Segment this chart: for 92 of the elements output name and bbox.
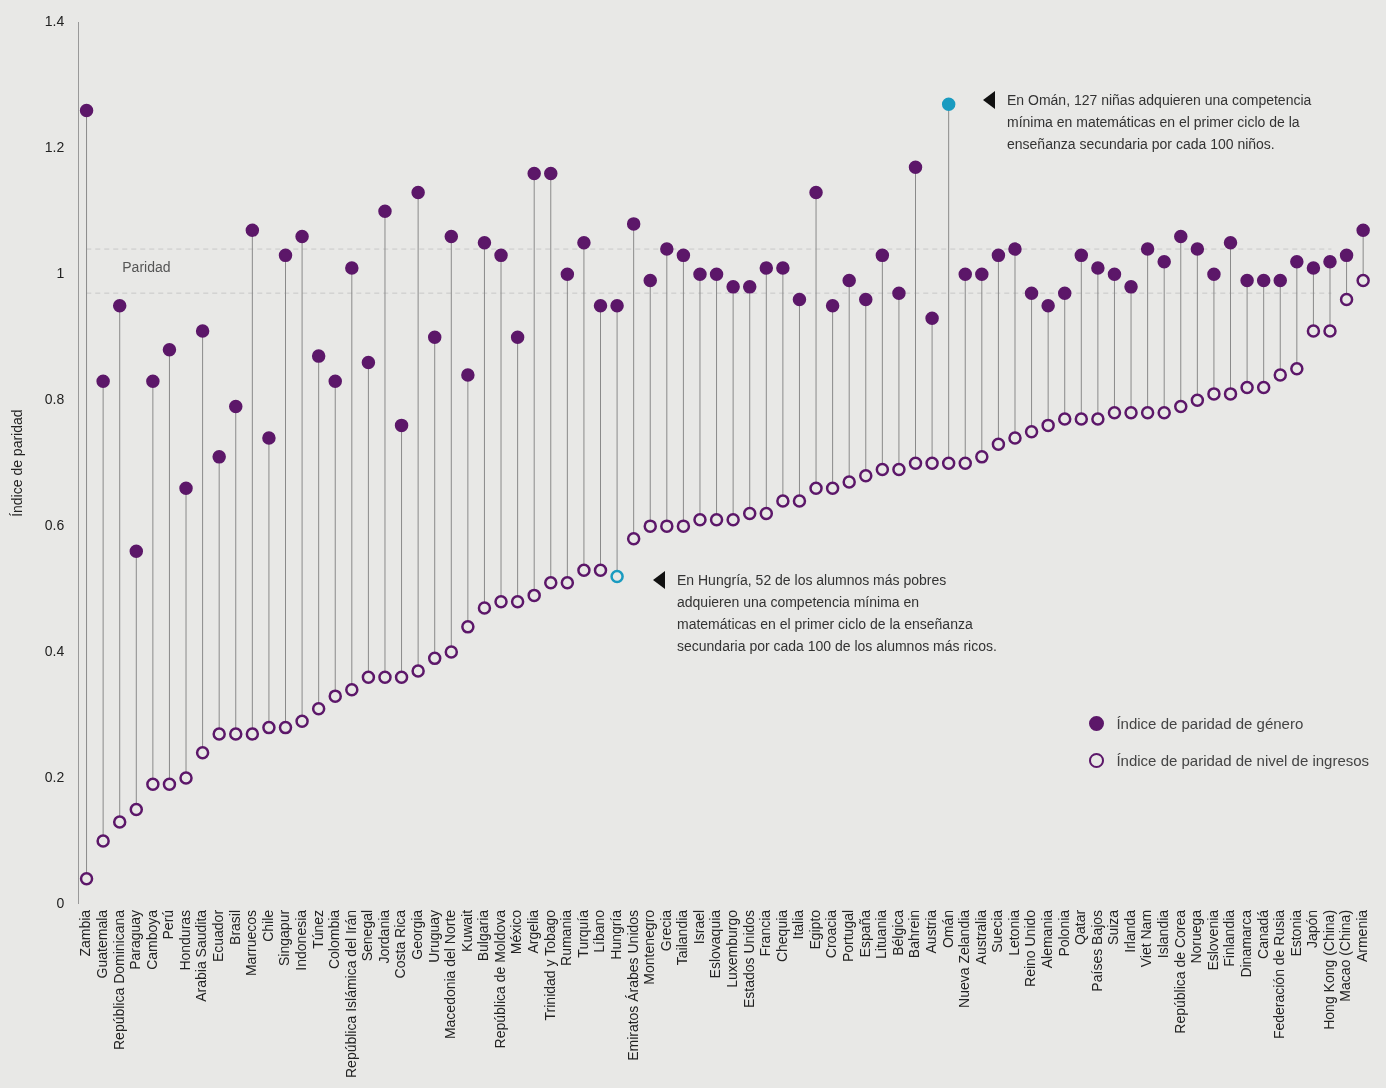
x-tick-label: Francia	[757, 909, 774, 957]
x-tick-label: Tailandia	[674, 909, 691, 966]
x-tick-label: Alemania	[1039, 909, 1055, 969]
x-tick-label: Honduras	[176, 909, 193, 971]
x-tick-label: Israel	[690, 909, 707, 945]
y-tick-label: 1	[56, 265, 65, 282]
y-tick-label: 0.4	[44, 642, 65, 659]
y-tick-label: 0	[56, 894, 65, 911]
x-tick-label: República Islámica del Irán	[342, 909, 359, 1079]
x-tick-label: Egipto	[806, 909, 823, 950]
x-tick-label: Letonia	[1005, 909, 1022, 956]
x-tick-label: Túnez	[309, 909, 326, 949]
x-tick-label: Emiratos Árabes Unidos	[624, 909, 641, 1061]
x-tick-label: Singapur	[276, 909, 293, 966]
x-tick-label: Colombia	[326, 909, 343, 970]
x-tick-label: Kuwait	[458, 909, 475, 952]
x-tick-label: Estonia	[1287, 909, 1304, 957]
x-tick-label: Jordania	[375, 909, 392, 964]
x-tick-label: Australia	[972, 909, 989, 965]
x-tick-label: España	[856, 909, 873, 958]
x-tick-label: Luxemburgo	[724, 909, 740, 988]
x-tick-label: Islandia	[1155, 909, 1172, 959]
x-tick-label: Montenegro	[641, 909, 658, 985]
legend-label: Índice de paridad de nivel de ingresos	[1116, 752, 1370, 770]
x-tick-label: Hungría	[607, 909, 624, 960]
x-tick-label: Reino Unido	[1022, 909, 1039, 987]
x-tick-label: Uruguay	[425, 909, 442, 963]
x-tick-label: Qatar	[1072, 909, 1089, 945]
y-axis-title: Índice de paridad	[9, 409, 26, 517]
x-tick-label: Guatemala	[93, 909, 110, 979]
x-tick-label: Georgia	[408, 909, 425, 960]
x-tick-label: Costa Rica	[392, 909, 409, 979]
x-tick-label: Irlanda	[1121, 909, 1138, 953]
x-tick-label: Chequia	[773, 909, 790, 963]
y-tick-label: 1.4	[44, 13, 65, 30]
x-tick-label: Nueva Zelandia	[956, 909, 973, 1008]
x-tick-label: Polonia	[1055, 909, 1072, 957]
x-tick-label: Marruecos	[243, 909, 260, 977]
x-tick-label: Grecia	[657, 909, 674, 952]
x-tick-label: Camboya	[143, 909, 160, 970]
x-tick-label: Brasil	[226, 909, 243, 945]
x-tick-label: Noruega	[1188, 909, 1205, 964]
annotation: En Omán, 127 niñas adquieren una competencia mínima en matemáticas en el primer ciclo de la enseñanza secundaria por cada 100 niños.	[1007, 91, 1313, 154]
x-tick-label: Austria	[922, 909, 939, 954]
x-tick-label: Chile	[259, 909, 276, 942]
x-tick-label: República de Moldova	[491, 909, 508, 1049]
x-tick-label: Viet Nam	[1138, 909, 1155, 968]
x-tick-label: Países Bajos	[1088, 909, 1105, 992]
x-tick-label: Senegal	[359, 909, 376, 962]
x-tick-label: Bulgaria	[475, 909, 492, 962]
x-tick-label: México	[508, 909, 525, 955]
ref-line-label: Paridad	[122, 258, 171, 275]
x-tick-label: Trinidad y Tobago	[541, 909, 558, 1021]
x-tick-label: Bahrein	[906, 909, 923, 959]
x-tick-label: Canadá	[1254, 909, 1271, 959]
x-tick-label: Eslovaquia	[707, 909, 724, 979]
y-tick-label: 0.6	[44, 516, 65, 533]
y-tick-label: 1.2	[44, 139, 65, 156]
x-tick-label: República Dominicana	[110, 909, 127, 1050]
x-tick-label: Estados Unidos	[740, 909, 757, 1008]
x-tick-label: Arabia Saudita	[193, 909, 210, 1002]
x-tick-label: Suiza	[1105, 909, 1122, 945]
x-tick-label: Eslovenia	[1204, 909, 1221, 971]
x-tick-label: Portugal	[840, 909, 857, 963]
x-tick-label: Lituania	[873, 909, 890, 959]
x-tick-label: Zambia	[77, 909, 94, 957]
annotation: En Hungría, 52 de los alumnos más pobres adquieren una competencia mínima en matemáticas en el primer ciclo de la enseñanza secundaria por cada 100 de los alumnos más ricos.	[677, 571, 998, 656]
y-tick-label: 0.2	[44, 768, 65, 785]
x-tick-label: República de Corea	[1171, 909, 1188, 1034]
x-tick-label: Federación de Rusia	[1271, 909, 1288, 1040]
x-tick-label: Finlandia	[1221, 909, 1238, 967]
x-tick-label: Rumania	[558, 909, 575, 966]
x-tick-label: Paraguay	[127, 909, 144, 970]
x-tick-label: Croacia	[823, 909, 840, 959]
x-tick-label: Macao (China)	[1337, 909, 1354, 1002]
x-tick-label: Macedonia del Norte	[442, 909, 459, 1040]
x-tick-label: Dinamarca	[1237, 909, 1254, 978]
x-tick-label: Bélgica	[889, 909, 906, 956]
x-tick-label: Omán	[939, 909, 956, 949]
x-tick-label: Argelia	[525, 909, 542, 954]
x-tick-label: Armenia	[1354, 909, 1371, 963]
x-tick-label: Ecuador	[210, 909, 227, 963]
x-tick-label: Indonesia	[292, 909, 309, 971]
x-tick-label: Hong Kong (China)	[1320, 909, 1337, 1030]
x-tick-label: Turquía	[574, 909, 591, 958]
x-tick-label: Perú	[160, 909, 177, 940]
legend-label: Índice de paridad de género	[1116, 715, 1304, 733]
x-tick-label: Líbano	[591, 909, 608, 953]
x-tick-label: Italia	[790, 909, 807, 940]
x-tick-label: Japón	[1304, 909, 1321, 949]
x-tick-label: Suecia	[989, 909, 1006, 953]
y-tick-label: 0.8	[44, 391, 65, 408]
